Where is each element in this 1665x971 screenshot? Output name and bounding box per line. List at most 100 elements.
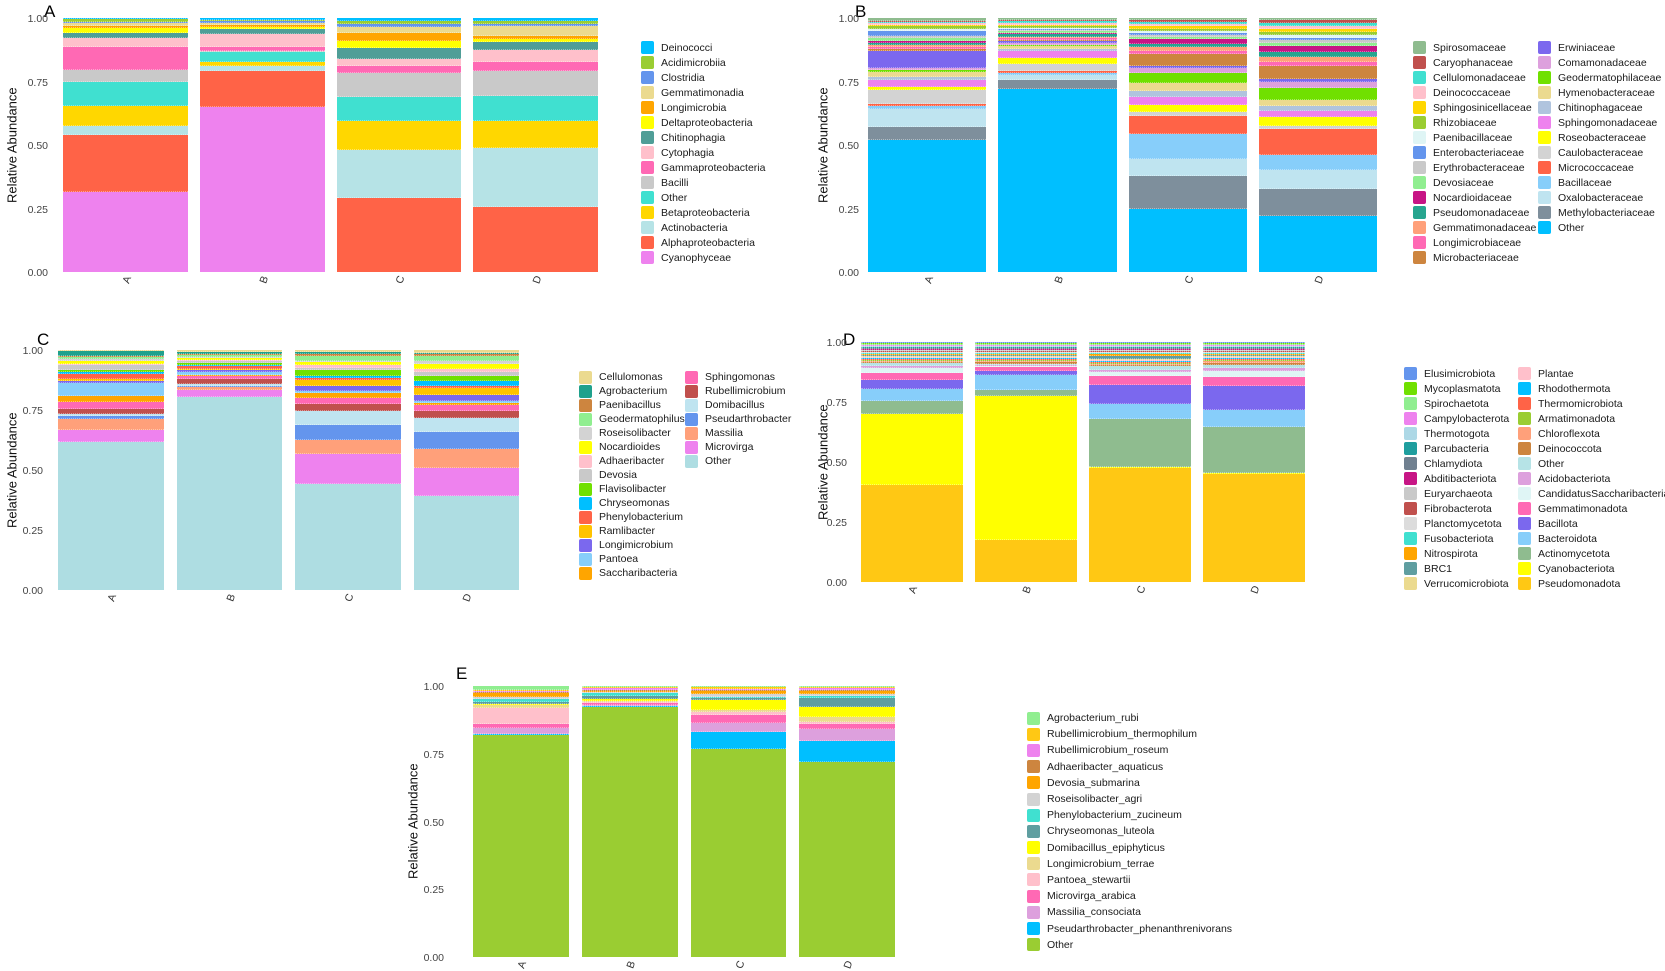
bar-segment-Longimicrobium bbox=[176, 370, 282, 373]
legend-label: Caryophanaceae bbox=[1433, 56, 1513, 69]
bar-segment-Abditibacteriota bbox=[1203, 349, 1305, 350]
bar-segment-Bacteroidota bbox=[1089, 404, 1191, 420]
legend-label: Clostridia bbox=[661, 71, 705, 84]
bar-segment-Enterobacteriaceae bbox=[1258, 38, 1377, 41]
legend-swatch bbox=[1538, 221, 1551, 234]
panel-d-legend: Elusimicrobiota Mycoplasmatota Spirochaeto… bbox=[1404, 366, 1665, 591]
bar-segment-Gemmatimonadaceae bbox=[998, 36, 1117, 39]
legend-item-Acidimicrobiia: Acidimicrobiia bbox=[641, 55, 765, 70]
legend-item-Alphaproteobacteria: Alphaproteobacteria bbox=[641, 235, 765, 250]
legend-swatch bbox=[1404, 547, 1417, 560]
y-tick-text: 0.00 bbox=[826, 577, 847, 589]
bar-segment-Gammaproteobacteria bbox=[63, 46, 188, 70]
bar-segment-Methylobacteriaceae bbox=[998, 80, 1117, 89]
legend-item-Micrococcaceae: Micrococcaceae bbox=[1538, 160, 1661, 175]
legend-label: Chryseomonas bbox=[599, 497, 670, 509]
bar-segment-Devosia bbox=[58, 365, 164, 370]
legend-swatch bbox=[579, 384, 592, 398]
y-tick-label: 0.50 bbox=[827, 453, 847, 471]
legend-item-Deinococci: Deinococci bbox=[641, 40, 765, 55]
bar-segment-Domibacillus_epiphyticus bbox=[473, 703, 569, 706]
bar-segment-Acidobacteriota bbox=[975, 364, 1077, 366]
bar-segment-Erythrobacteraceae bbox=[868, 36, 987, 39]
stacked-bar-E-C bbox=[690, 686, 787, 958]
y-tick-text: 0.75 bbox=[27, 76, 48, 89]
bar-segment-Nocardioides bbox=[295, 362, 401, 366]
legend-swatch bbox=[579, 538, 592, 552]
bar-segment-Pseudarthrobacter_phenanthrenivorans bbox=[581, 706, 678, 708]
legend-label: Deinococcota bbox=[1538, 442, 1602, 455]
legend-label: Caulobacteraceae bbox=[1558, 146, 1644, 159]
legend-label: Other bbox=[1538, 457, 1565, 470]
bar-segment-Agrobacterium bbox=[295, 352, 401, 354]
legend-swatch bbox=[1413, 71, 1426, 84]
bar-segment-Microvirga_arabica bbox=[799, 723, 895, 729]
bar-segment-Rhizobiaceae bbox=[868, 26, 987, 30]
bar-segment-Devosia_submarina bbox=[473, 693, 569, 698]
legend-item-BRC1: BRC1 bbox=[1404, 561, 1518, 576]
bar-segment-Deinococci bbox=[199, 18, 325, 20]
bar-segment-Rhizobiaceae bbox=[1128, 28, 1247, 31]
legend-item-Nocardioides: Nocardioides bbox=[579, 440, 685, 454]
bar-segment-Devosia_submarina bbox=[581, 691, 678, 693]
legend-label: Other bbox=[1558, 221, 1585, 234]
legend-item-Rhizobiaceae: Rhizobiaceae bbox=[1413, 115, 1538, 130]
bar-segment-Nocardioides bbox=[176, 358, 282, 360]
legend-label: Bacillaceae bbox=[1558, 176, 1612, 189]
legend-label: Microvirga bbox=[705, 441, 754, 453]
bar-segment-Abditibacteriota bbox=[861, 349, 963, 350]
legend-swatch bbox=[685, 440, 698, 454]
legend-swatch bbox=[685, 454, 698, 468]
legend-label: Actinomycetota bbox=[1538, 547, 1610, 560]
y-tick-text: 0.25 bbox=[27, 203, 48, 216]
legend-item-Rubellimicrobium_roseum: Rubellimicrobium_roseum bbox=[1027, 742, 1232, 758]
legend-item-Chryseomonas_luteola: Chryseomonas_luteola bbox=[1027, 823, 1232, 839]
legend-label: Bacillota bbox=[1538, 517, 1578, 530]
legend-item-Spirosomaceae: Spirosomaceae bbox=[1413, 40, 1538, 55]
legend-item-Enterobacteriaceae: Enterobacteriaceae bbox=[1413, 145, 1538, 160]
legend-label: Alphaproteobacteria bbox=[661, 236, 755, 249]
legend-item-Fusobacteriota: Fusobacteriota bbox=[1404, 531, 1518, 546]
legend-swatch bbox=[1404, 427, 1417, 440]
bar-segment-Pseudomonadota bbox=[1203, 473, 1305, 582]
x-tick-A: A bbox=[868, 274, 986, 287]
bar-segment-Pantoea_stewartii bbox=[799, 722, 895, 724]
legend-item-Verrucomicrobiota: Verrucomicrobiota bbox=[1404, 576, 1518, 591]
x-tick-B: B bbox=[200, 274, 325, 287]
legend-swatch bbox=[641, 191, 654, 204]
bar-segment-Bacilli bbox=[336, 72, 462, 97]
bar-segment-Chloroflexota bbox=[975, 361, 1077, 362]
bar-segment-Comamonadaceae bbox=[1258, 81, 1377, 89]
bar-segment-Caulobacteraceae bbox=[1258, 126, 1377, 130]
bar-segment-Deltaproteobacteria bbox=[199, 26, 325, 30]
bar-segment-Chryseomonas bbox=[176, 364, 282, 367]
bar-segment-Euryarchaeota bbox=[1203, 350, 1305, 351]
bar-segment-Gemmatimonadaceae bbox=[1128, 47, 1247, 51]
bar-segment-Sphingomonadaceae bbox=[1128, 97, 1247, 105]
legend-swatch bbox=[1404, 382, 1417, 395]
bar-segment-Agrobacterium bbox=[413, 352, 519, 355]
bar-segment-Roseisolibacter bbox=[413, 360, 519, 365]
legend-item-Ramlibacter: Ramlibacter bbox=[579, 524, 685, 538]
legend-swatch bbox=[1538, 41, 1551, 54]
bar-segment-Roseobacteraceae bbox=[1128, 104, 1247, 113]
bar-segment-Cyanophyceae bbox=[63, 192, 188, 272]
bar-segment-Elusimicrobiota bbox=[1089, 342, 1191, 343]
legend-item-Nitrospirota: Nitrospirota bbox=[1404, 546, 1518, 561]
legend-label: Phenylobacterium bbox=[599, 511, 684, 523]
bar-segment-Other bbox=[176, 396, 282, 590]
bar-segment-Actinobacteria bbox=[199, 65, 325, 71]
legend-column: Agrobacterium_rubi Rubellimicrobium_therm… bbox=[1027, 710, 1232, 953]
bar-segment-Microbacteriaceae bbox=[868, 49, 987, 52]
legend-label: Longimicrobiaceae bbox=[1433, 236, 1522, 249]
bar-segment-Campylobacterota bbox=[1203, 345, 1305, 346]
bar-segment-Adhaeribacter_aquaticus bbox=[473, 692, 569, 694]
bar-segment-Verrucomicrobiota bbox=[1089, 358, 1191, 360]
bar-segment-Hymenobacteraceae bbox=[1258, 99, 1377, 106]
legend-swatch bbox=[1518, 577, 1531, 590]
legend-label: Chloroflexota bbox=[1538, 427, 1600, 440]
bar-segment-Gemmatimonadia bbox=[63, 22, 188, 27]
legend-item-Roseisolibacter_agri: Roseisolibacter_agri bbox=[1027, 791, 1232, 807]
legend-item-Other: Other bbox=[641, 190, 765, 205]
bar-segment-Plantae bbox=[861, 357, 963, 359]
